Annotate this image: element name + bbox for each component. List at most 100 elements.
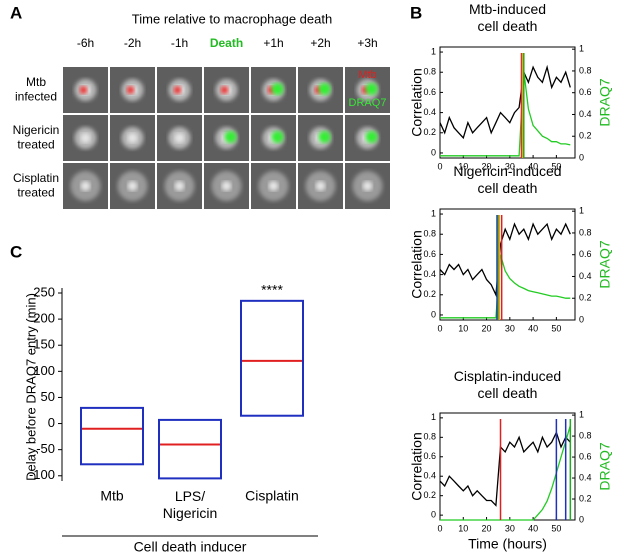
y-tick-label: 0.2 [423, 289, 436, 299]
y-tick-label: 0.4 [423, 107, 436, 117]
panel-a-title: Time relative to macrophage death [132, 11, 332, 26]
series-line [439, 430, 571, 507]
cell-core [127, 181, 138, 191]
y-tick-label: -50 [36, 441, 55, 456]
series-line [440, 425, 571, 521]
cell-core [315, 181, 326, 191]
column-header: +3h [357, 36, 377, 50]
x-tick-label: 10 [458, 523, 468, 533]
y-tick-label: 0.6 [423, 451, 436, 461]
cell-core [80, 181, 91, 191]
box [240, 299, 304, 417]
y-tick-label: 50 [41, 389, 55, 404]
x-tick-label: 10 [458, 161, 468, 171]
column-header: -2h [124, 36, 141, 50]
y-tick-label: 0.4 [423, 471, 436, 481]
mtb-signal [126, 86, 135, 94]
y2-tick-label: 0.6 [579, 87, 592, 97]
draq7-signal [318, 131, 331, 143]
draq7-signal [365, 83, 378, 95]
y-tick-label: 0.8 [423, 432, 436, 442]
x-tick-label: Cisplatin [245, 488, 299, 504]
chart-title: Mtb-induced cell death [469, 1, 546, 34]
panel-label: A [10, 3, 22, 22]
chart-title: Cisplatin-induced cell death [454, 368, 561, 401]
overlay-label: Mtb [358, 69, 376, 81]
overlay-label: DRAQ7 [349, 97, 387, 109]
box [158, 418, 222, 480]
x-tick-label: 0 [437, 161, 442, 171]
cell-core [174, 133, 185, 143]
draq7-signal [365, 131, 378, 143]
series-line [440, 254, 571, 319]
x-tick-label: 0 [437, 323, 442, 333]
row-label: Mtb infected [15, 75, 57, 103]
x-tick-label: 50 [551, 323, 561, 333]
y2-tick-label: 0.8 [579, 227, 592, 237]
chart-title: Nigericin-induced cell death [453, 163, 561, 196]
x-tick-label: 30 [505, 523, 515, 533]
y-tick-label: -100 [29, 467, 55, 482]
x-tick-label: Mtb [100, 488, 124, 504]
y-tick-label: 100 [33, 363, 55, 378]
plot-frame [439, 46, 576, 159]
cell-core [174, 181, 185, 191]
row-label: Cisplatin treated [13, 171, 59, 199]
mtb-signal [173, 86, 182, 94]
column-header: Death [210, 36, 243, 50]
panel-label: B [410, 3, 422, 22]
panel-label: C [10, 242, 22, 261]
y2-tick-label: 0.4 [579, 271, 592, 281]
mtb-signal [79, 86, 88, 94]
cell-core [362, 181, 373, 191]
y-axis-label: Correlation [409, 230, 425, 298]
y-axis-label: Correlation [409, 432, 425, 500]
y2-tick-label: 0.6 [579, 451, 592, 461]
y2-tick-label: 0 [579, 314, 584, 324]
y2-axis-label: DRAQ7 [597, 442, 613, 490]
y-axis-label: Delay before DRAQ7 entry (min) [23, 293, 38, 481]
x-tick-label: 50 [551, 161, 561, 171]
y2-tick-label: 0.4 [579, 109, 592, 119]
y2-tick-label: 0.2 [579, 293, 592, 303]
x-axis-label: Cell death inducer [134, 539, 247, 555]
x-tick-label: 40 [528, 523, 538, 533]
y2-tick-label: 1 [579, 44, 584, 54]
y-tick-label: 0 [431, 309, 436, 319]
x-tick-label: 20 [482, 323, 492, 333]
y-tick-label: 1 [431, 46, 436, 56]
x-tick-label: 30 [505, 161, 515, 171]
x-tick-label: 20 [482, 161, 492, 171]
y-tick-label: 0.8 [423, 67, 436, 77]
y2-tick-label: 0.8 [579, 430, 592, 440]
y2-tick-label: 0.6 [579, 249, 592, 259]
y2-tick-label: 0.2 [579, 131, 592, 141]
series-line [439, 222, 571, 298]
y2-tick-label: 1 [579, 409, 584, 419]
y2-tick-label: 0 [579, 514, 584, 524]
x-tick-label: 40 [528, 323, 538, 333]
y2-tick-label: 0.8 [579, 65, 592, 75]
annotation: **** [261, 282, 283, 298]
column-header: -6h [77, 36, 94, 50]
y-tick-label: 1 [431, 208, 436, 218]
y-tick-label: 150 [33, 337, 55, 352]
y-tick-label: 0.8 [423, 229, 436, 239]
x-tick-label: 50 [551, 523, 561, 533]
y2-axis-label: DRAQ7 [597, 240, 613, 288]
draq7-signal [224, 131, 237, 143]
mtb-signal [220, 86, 229, 94]
y-tick-label: 0.6 [423, 249, 436, 259]
x-tick-label: LPS/Nigericin [163, 488, 217, 521]
y2-axis-label: DRAQ7 [597, 78, 613, 126]
x-tick-label: 30 [505, 323, 515, 333]
y-tick-label: 0.6 [423, 87, 436, 97]
y-tick-label: 0.4 [423, 269, 436, 279]
x-tick-label: 40 [528, 161, 538, 171]
column-header: +2h [310, 36, 330, 50]
y2-tick-label: 0.4 [579, 472, 592, 482]
y-tick-label: 1 [431, 412, 436, 422]
series-line [439, 64, 571, 140]
y-tick-label: 200 [33, 311, 55, 326]
